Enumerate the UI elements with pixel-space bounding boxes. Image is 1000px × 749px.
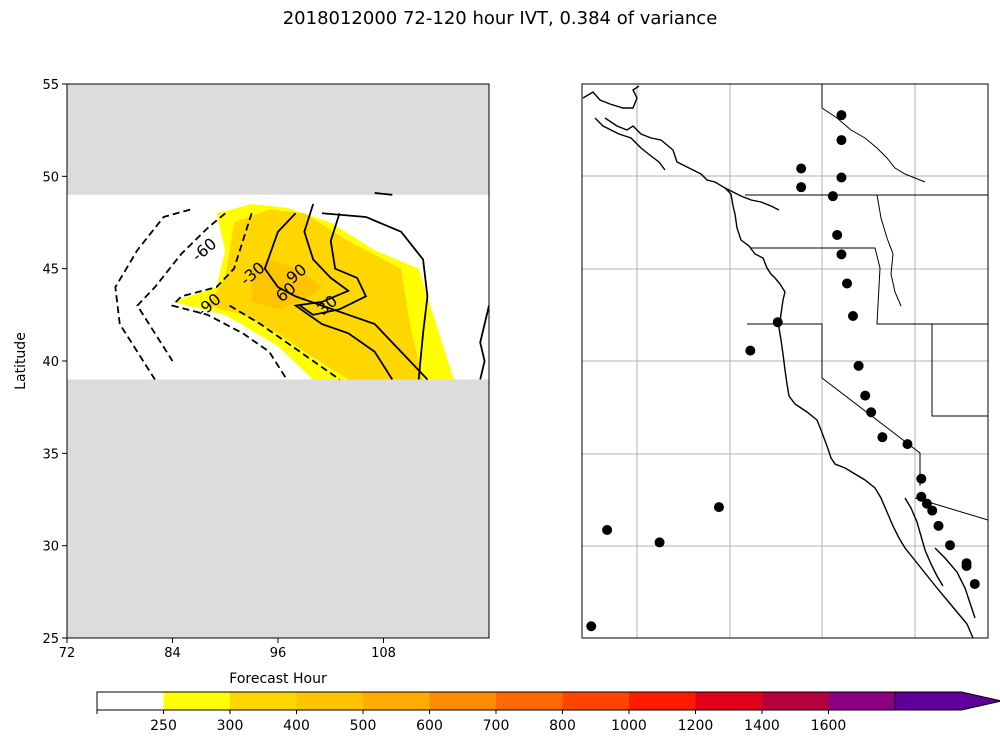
station-point — [796, 163, 807, 174]
map-frame — [581, 83, 989, 639]
contour-label: -60 — [188, 234, 220, 265]
colorbar-segment — [296, 692, 363, 710]
colorbar-segment — [363, 692, 430, 710]
contour-line — [263, 212, 429, 381]
station-point — [745, 345, 756, 356]
y-axis-label: Latitude — [13, 332, 29, 390]
colorbar-segment — [629, 692, 696, 710]
contour-line — [136, 212, 226, 362]
colorbar-tick-label: 700 — [483, 718, 510, 734]
station-point — [836, 172, 847, 183]
station-point — [827, 191, 838, 202]
colorbar-tick-label: 1600 — [811, 718, 847, 734]
station-point — [836, 249, 847, 260]
x-tick-label: 72 — [59, 646, 76, 661]
colorbar-segment — [762, 692, 829, 710]
borders — [745, 84, 988, 521]
colorbar-segment — [230, 692, 297, 710]
colorbar-tick-label: 800 — [549, 718, 576, 734]
colorbar-segment — [695, 692, 762, 710]
x-axis-label: Forecast Hour — [229, 671, 327, 687]
y-tick-label: 55 — [42, 78, 59, 93]
contour-line — [321, 212, 429, 380]
station-point — [772, 317, 783, 328]
station-point — [842, 278, 853, 289]
station-point — [866, 407, 877, 418]
masked-region — [67, 84, 489, 195]
station-point — [921, 498, 932, 509]
station-point — [713, 502, 724, 513]
station-point — [902, 439, 913, 450]
colorbar-segment — [429, 692, 496, 710]
x-tick-label: 96 — [270, 646, 287, 661]
y-tick-label: 40 — [42, 355, 59, 370]
page-title: 2018012000 72-120 hour IVT, 0.384 of var… — [282, 8, 718, 29]
station-point — [945, 540, 956, 551]
contour-line — [299, 212, 368, 316]
station-point — [853, 360, 864, 371]
station-point — [796, 182, 807, 193]
station-point — [961, 560, 972, 571]
colorbar-segment — [163, 692, 230, 710]
west-coast-map — [581, 83, 989, 639]
y-tick-label: 25 — [42, 632, 59, 647]
station-point — [933, 520, 944, 531]
contour-line — [374, 192, 393, 196]
station-point — [654, 537, 665, 548]
contour-line — [170, 212, 288, 380]
station-point — [847, 310, 858, 321]
y-tick-label: 35 — [42, 447, 59, 462]
x-tick-label: 84 — [164, 646, 181, 661]
colorbar-segment — [562, 692, 629, 710]
colorbar-tick-label: 300 — [217, 718, 244, 734]
masked-region — [67, 379, 489, 638]
colorbar-segment — [496, 692, 563, 710]
y-tick-label: 50 — [42, 170, 59, 185]
colorbar-tick-label: 400 — [283, 718, 310, 734]
station-point — [916, 491, 927, 502]
contour-line — [479, 305, 489, 380]
colorbar-segment — [97, 692, 164, 710]
station-point — [927, 505, 938, 516]
colorbar-tick-label: 1400 — [744, 718, 780, 734]
colorbar-segment — [828, 692, 895, 710]
station-point — [916, 473, 927, 484]
coastline — [582, 85, 976, 638]
filled-contour-400 — [251, 259, 322, 310]
station-point — [602, 524, 613, 535]
y-tick-label: 30 — [42, 540, 59, 555]
colorbar-extend-arrow — [894, 691, 1000, 711]
contour-line — [293, 203, 394, 380]
station-point — [969, 578, 980, 589]
station-point — [586, 621, 597, 632]
colorbar-tick-label: 600 — [416, 718, 443, 734]
y-tick-label: 45 — [42, 263, 59, 278]
station-point — [832, 229, 843, 240]
colorbar-tick-label: 1200 — [678, 718, 714, 734]
x-tick-label: 108 — [371, 646, 396, 661]
station-point — [860, 390, 871, 401]
colorbar-tick-label: 1000 — [611, 718, 647, 734]
colorbar: 250 300 400 500 600 700 800 1000 1200 1400 1600 — [96, 691, 1000, 734]
contour-line — [114, 208, 191, 380]
station-point — [836, 135, 847, 146]
colorbar-tick-label: 500 — [350, 718, 377, 734]
contour-line — [229, 304, 341, 381]
filled-contour-300 — [207, 209, 424, 380]
colorbar-tick-label: 250 — [150, 718, 177, 734]
station-point — [877, 432, 888, 443]
station-point — [836, 110, 847, 121]
